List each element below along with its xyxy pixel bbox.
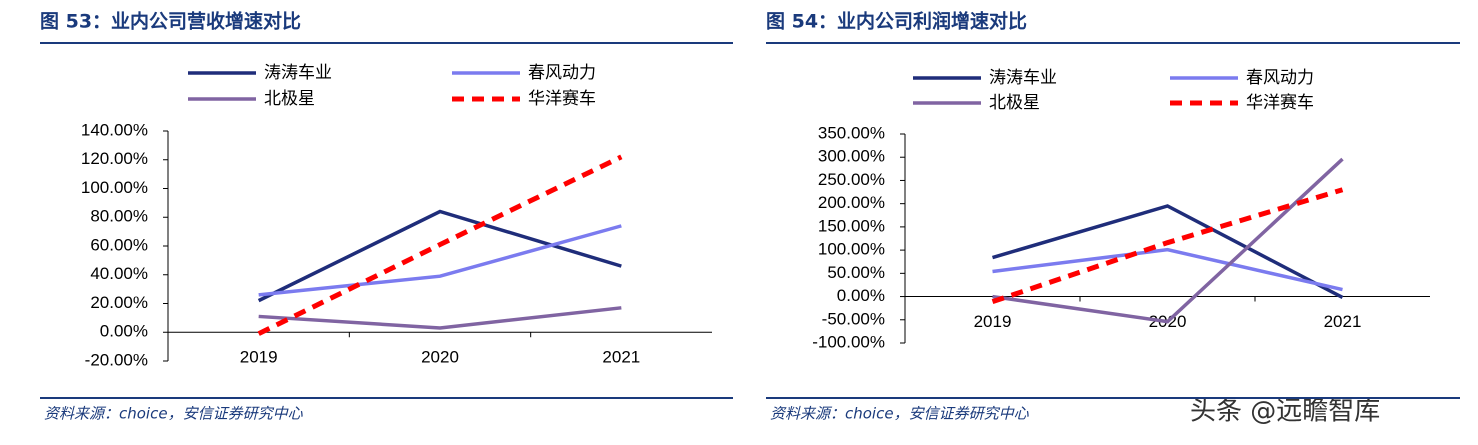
legend-label: 春风动力 — [528, 63, 596, 83]
series-line — [258, 306, 622, 330]
source: 资料来源：choice，安信证券研究中心 — [44, 405, 304, 423]
x-tick-label: 2019 — [974, 312, 1012, 331]
series-line — [257, 209, 622, 303]
y-tick-label: 100.00% — [81, 178, 148, 197]
y-tick-label: 0.00% — [837, 286, 885, 305]
y-tick-label: 350.00% — [818, 123, 885, 142]
chart-title: 图 54：业内公司利润增速对比 — [766, 10, 1027, 33]
y-tick-label: 60.00% — [90, 235, 148, 254]
x-tick-label: 2021 — [1324, 312, 1362, 331]
series-line — [992, 204, 1344, 300]
y-tick-label: 40.00% — [90, 264, 148, 283]
legend-label: 涛涛车业 — [264, 63, 332, 83]
watermark: 头条 @远瞻智库 — [1190, 397, 1380, 427]
series-line — [992, 247, 1343, 292]
series-line — [257, 154, 623, 336]
series-line — [991, 187, 1344, 305]
x-tick-label: 2021 — [602, 348, 640, 367]
y-tick-label: 0.00% — [100, 322, 148, 341]
legend-label: 华洋赛车 — [528, 88, 596, 109]
legend-label: 北极星 — [264, 89, 315, 109]
legend-label: 春风动力 — [1246, 68, 1314, 88]
legend-label: 华洋赛车 — [1246, 92, 1314, 113]
x-tick-label: 2019 — [240, 348, 278, 367]
y-tick-label: 20.00% — [90, 293, 148, 312]
y-tick-label: -20.00% — [85, 350, 148, 369]
x-tick-label: 2020 — [421, 348, 459, 367]
y-tick-label: -50.00% — [822, 309, 885, 328]
legend-label: 涛涛车业 — [989, 68, 1057, 88]
y-tick-label: 120.00% — [81, 149, 148, 168]
y-tick-label: 140.00% — [81, 120, 148, 139]
source: 资料来源：choice，安信证券研究中心 — [770, 405, 1030, 423]
legend-label: 北极星 — [989, 93, 1040, 113]
chart-title: 图 53：业内公司营收增速对比 — [40, 10, 301, 33]
y-tick-label: 250.00% — [818, 170, 885, 189]
y-tick-label: 50.00% — [827, 263, 885, 282]
y-tick-label: 200.00% — [818, 193, 885, 212]
y-tick-label: 300.00% — [818, 147, 885, 166]
y-tick-label: -100.00% — [812, 332, 885, 351]
series-line — [992, 157, 1344, 324]
series-line — [258, 224, 622, 297]
y-tick-label: 80.00% — [90, 207, 148, 226]
y-tick-label: 150.00% — [818, 216, 885, 235]
y-tick-label: 100.00% — [818, 240, 885, 259]
